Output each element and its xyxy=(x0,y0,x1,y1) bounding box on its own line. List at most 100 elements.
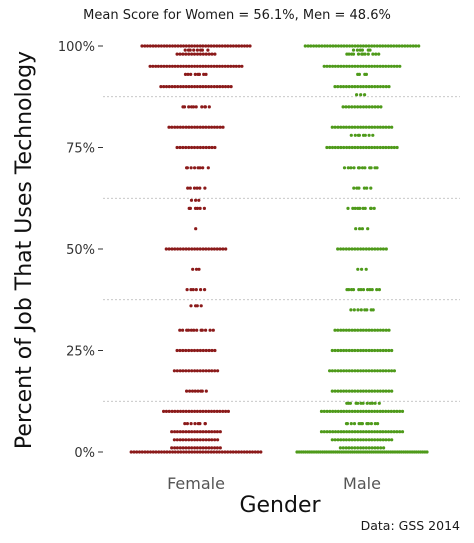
data-point xyxy=(185,288,189,292)
data-point xyxy=(190,125,194,129)
data-point xyxy=(218,446,222,450)
data-point xyxy=(373,105,377,109)
data-point xyxy=(390,125,394,129)
data-point xyxy=(364,247,368,251)
data-point xyxy=(377,401,381,405)
data-point xyxy=(312,44,316,48)
data-point xyxy=(347,247,351,251)
data-point xyxy=(392,64,396,68)
data-point xyxy=(151,450,155,454)
data-point xyxy=(339,85,343,89)
data-point xyxy=(373,438,377,442)
data-point xyxy=(384,409,388,413)
data-point xyxy=(344,125,348,129)
data-point xyxy=(181,125,185,129)
data-point xyxy=(309,44,313,48)
data-point xyxy=(339,247,343,251)
data-point xyxy=(303,450,308,454)
data-point xyxy=(370,389,374,393)
data-point xyxy=(195,348,200,353)
data-point xyxy=(154,44,158,48)
data-point xyxy=(148,44,152,48)
data-point xyxy=(364,145,368,150)
data-point xyxy=(333,438,337,442)
data-point xyxy=(207,446,211,450)
data-point xyxy=(375,166,379,170)
data-point xyxy=(350,105,354,109)
data-point xyxy=(376,85,380,89)
data-point xyxy=(193,446,197,450)
data-point xyxy=(336,64,340,68)
data-point xyxy=(349,133,353,137)
data-point xyxy=(347,446,351,450)
data-point xyxy=(229,44,233,48)
data-point xyxy=(384,430,388,434)
data-point xyxy=(201,64,205,68)
y-tick-label: 0% xyxy=(74,446,95,461)
data-point xyxy=(364,85,368,89)
data-point xyxy=(341,446,345,450)
data-point xyxy=(378,125,382,129)
data-point xyxy=(203,288,207,292)
data-point xyxy=(361,52,365,56)
data-point xyxy=(220,64,224,68)
data-point xyxy=(368,48,372,52)
data-point xyxy=(198,206,202,210)
data-point xyxy=(370,44,374,48)
data-point xyxy=(353,133,357,137)
data-point xyxy=(172,438,176,442)
data-point xyxy=(198,438,202,442)
data-point xyxy=(378,145,382,150)
data-point xyxy=(215,409,219,413)
data-point xyxy=(189,288,193,292)
data-point xyxy=(333,85,337,89)
data-point xyxy=(344,369,349,373)
data-point xyxy=(190,247,194,251)
data-point xyxy=(359,64,363,68)
data-point xyxy=(176,450,180,454)
data-point xyxy=(363,166,367,170)
data-point xyxy=(417,44,421,48)
data-point xyxy=(170,85,174,89)
data-point xyxy=(351,288,356,292)
data-point xyxy=(179,44,183,48)
data-point xyxy=(210,446,214,450)
data-point xyxy=(336,438,340,442)
data-point xyxy=(209,450,213,454)
data-point xyxy=(192,48,196,52)
data-point xyxy=(195,247,199,251)
data-point xyxy=(350,328,354,332)
data-point xyxy=(210,145,214,150)
data-point xyxy=(213,430,217,434)
data-point xyxy=(317,44,321,48)
data-point xyxy=(170,44,175,48)
data-point xyxy=(167,85,171,89)
data-point xyxy=(178,430,182,434)
data-point xyxy=(140,450,144,454)
data-point xyxy=(361,125,365,129)
data-point xyxy=(347,52,351,56)
data-point xyxy=(341,105,345,109)
data-point xyxy=(237,64,241,68)
data-point xyxy=(159,450,164,454)
data-point xyxy=(156,64,160,68)
data-point xyxy=(198,247,202,251)
data-point xyxy=(367,133,371,137)
data-point xyxy=(345,409,349,413)
data-point xyxy=(201,446,205,450)
data-point xyxy=(347,125,351,129)
data-point xyxy=(333,348,337,353)
data-point xyxy=(347,145,351,150)
data-point xyxy=(338,450,342,454)
data-point xyxy=(356,446,360,450)
data-point xyxy=(356,247,360,251)
data-point xyxy=(367,247,371,251)
y-tick-label: 100% xyxy=(58,40,95,55)
data-point xyxy=(178,247,182,251)
data-point xyxy=(350,409,354,413)
data-point xyxy=(198,409,202,413)
data-point xyxy=(342,348,346,353)
data-point xyxy=(387,369,391,373)
data-point xyxy=(187,247,191,251)
x-tick-label: Male xyxy=(343,474,381,493)
